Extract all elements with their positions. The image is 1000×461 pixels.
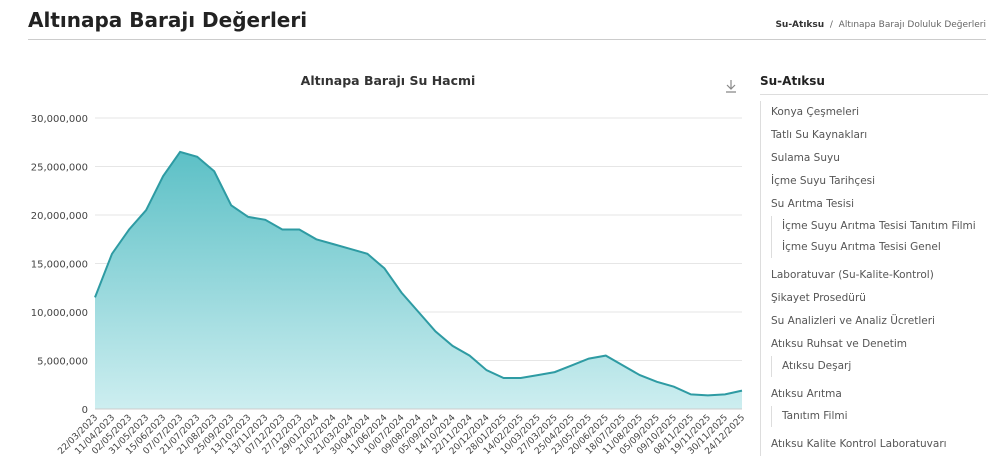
menu-item[interactable]: Sulama Suyu [771,152,840,164]
divider [28,39,986,40]
menu-item[interactable]: İçme Suyu Tarihçesi [771,175,876,187]
crumb-current: Altınapa Barajı Doluluk Değerleri [838,20,986,30]
menu-item[interactable]: Konya Çeşmeleri [771,106,859,118]
page-title: Altınapa Barajı Değerleri [28,8,308,32]
submenu-item[interactable]: Atıksu Deşarj [782,360,852,372]
chart-title: Altınapa Barajı Su Hacmi [301,73,476,88]
sidebar: Su-Atıksu Konya Çeşmeleri Tatlı Su Kaynak… [752,74,988,456]
menu-item[interactable]: Tatlı Su Kaynakları [771,129,868,141]
line [94,150,743,397]
submenu-item[interactable]: Tanıtım Filmi [782,410,848,422]
y-tick-label: 15,000,000 [31,260,88,271]
submenu: İçme Suyu Arıtma Tesisi Tanıtım Filmi İçm… [771,216,988,258]
submenu-item[interactable]: İçme Suyu Arıtma Tesisi Genel [782,241,941,253]
y-tick-label: 0 [82,405,88,416]
menu-item[interactable]: Şikayet Prosedürü [771,292,866,304]
y-tick-label: 20,000,000 [31,211,88,222]
menu-item[interactable]: Su Analizleri ve Analiz Ücretleri [771,315,935,327]
menu: Konya Çeşmeleri Tatlı Su Kaynakları Sulama… [760,101,988,456]
area [95,151,742,409]
menu-item[interactable]: Atıksu Ruhsat ve Denetim Atıksu Deşarj [761,333,988,383]
menu-item[interactable]: Atıksu Arıtma Tanıtım Filmi [761,383,988,433]
chart: Altınapa Barajı Su Hacmi 0 5,000,000 10,00… [31,73,747,457]
download-icon[interactable] [726,80,736,93]
menu-item[interactable]: Atıksu Kalite Kontrol Laboratuvarı [771,438,947,450]
sidebar-title: Su-Atıksu [760,74,988,95]
menu-item[interactable]: Laboratuvar (Su-Kalite-Kontrol) [771,269,934,281]
y-tick-label: 25,000,000 [31,163,88,174]
submenu: Tanıtım Filmi [771,406,988,427]
y-tick-label: 10,000,000 [31,308,88,319]
submenu: Atıksu Deşarj [771,356,988,377]
submenu-item[interactable]: İçme Suyu Arıtma Tesisi Tanıtım Filmi [782,220,976,232]
y-tick-label: 5,000,000 [37,357,88,368]
crumb-link[interactable]: Su-Atıksu [775,20,825,30]
y-tick-label: 30,000,000 [31,114,88,125]
breadcrumb: Su-Atıksu / Altınapa Barajı Doluluk Değe… [775,20,986,30]
menu-item[interactable]: Su Arıtma Tesisi İçme Suyu Arıtma Tesisi … [761,193,988,264]
